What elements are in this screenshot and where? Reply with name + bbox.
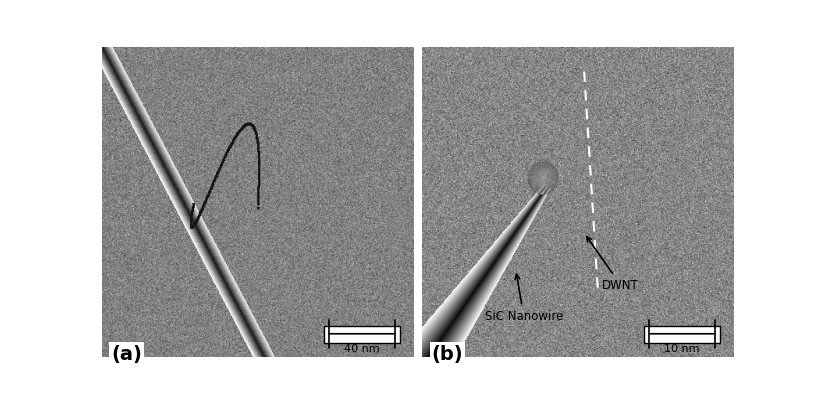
FancyBboxPatch shape xyxy=(644,326,720,343)
Text: DWNT: DWNT xyxy=(587,237,639,292)
Text: (a): (a) xyxy=(111,344,142,363)
FancyBboxPatch shape xyxy=(324,326,400,343)
Text: 10 nm: 10 nm xyxy=(664,343,700,353)
Text: 40 nm: 40 nm xyxy=(344,343,380,353)
Text: SiC Nanowire: SiC Nanowire xyxy=(485,275,563,322)
Text: (b): (b) xyxy=(432,344,463,363)
